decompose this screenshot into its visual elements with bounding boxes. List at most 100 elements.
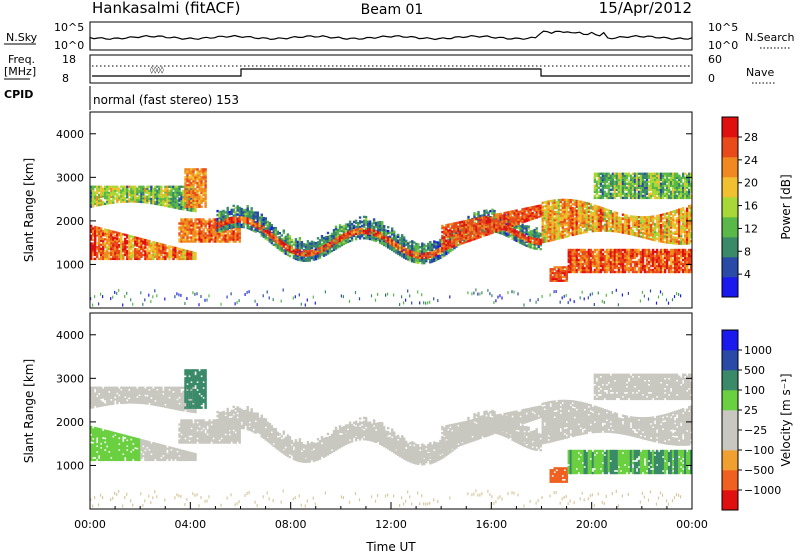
power-cell [108,195,111,199]
power-cell [543,224,546,228]
power-cell [477,230,480,234]
power-cell [571,222,574,225]
freq-frame [89,54,693,84]
power-cell [306,255,310,258]
power-cell [232,216,235,219]
power-cell [208,222,211,225]
power-cell [334,238,338,241]
power-cell [116,241,119,245]
power-cell [98,248,101,251]
power-cell [152,193,155,197]
power-cell [172,246,175,249]
power-cell [294,253,298,257]
power-cell [190,257,193,261]
power-cell [116,189,119,192]
power-cell [521,231,524,234]
power-cell [220,227,223,231]
power-cell [595,217,599,220]
power-cell [90,242,93,245]
power-cell [607,256,611,260]
power-cell [102,249,105,253]
power-cell [469,233,472,236]
power-cell [148,193,151,196]
power-cell [250,207,253,210]
power-cell [214,232,217,235]
power-cell [493,219,496,222]
power-cell [242,222,245,225]
power-cell [264,229,267,233]
power-cell [196,168,199,171]
power-cell [166,187,169,190]
power-cell [391,244,394,248]
power-cell [278,248,281,251]
power-cell [262,218,265,222]
power-cell [270,241,273,245]
power-cell [563,229,566,233]
power-cell [328,245,332,249]
power-cell [288,247,292,250]
power-cell [603,225,607,228]
power-cell [304,257,308,260]
power-cell [176,255,179,259]
power-cell [431,256,434,259]
power-cell [583,205,586,208]
power-cell [284,247,287,250]
power-cell [605,172,609,175]
power-cell [190,176,193,179]
power-cell [278,238,281,242]
power-cell [487,221,490,224]
power-cell [248,214,251,217]
power-cell [112,236,115,239]
power-cell [188,197,191,200]
power-cell [112,246,115,249]
power-cell [152,244,155,248]
power-cell [230,216,233,220]
power-cell [130,239,133,242]
power-cell [601,266,605,270]
power-cell [298,237,302,240]
power-cell [184,195,187,199]
power-cell [204,205,207,208]
power-cell [92,229,95,232]
power-cell [234,206,237,210]
power-cell [597,209,601,213]
power-cell [455,240,458,243]
power-cell [605,266,609,270]
power-cell [597,215,601,219]
power-cell [346,229,350,232]
power-cell [328,249,332,252]
power-cell [549,219,552,222]
power-cell [344,237,348,240]
power-cell [180,222,183,225]
power-cell [366,230,370,233]
power-cell [96,247,99,251]
power-cell [555,210,558,213]
power-cell [529,218,532,221]
power-cell [106,232,109,236]
power-cell [595,266,599,270]
power-cell [527,243,530,246]
power-cell [409,294,411,298]
power-cell [146,195,149,198]
power-cell [158,250,161,253]
power-cell [256,303,258,307]
power-cell [174,199,177,202]
power-cell [200,240,203,243]
power-cell [230,219,233,222]
power-cell [607,225,611,228]
power-cell [595,227,599,230]
power-cell [180,224,183,227]
power-cell [106,196,109,200]
power-cell [188,254,191,257]
power-cell [463,235,466,238]
power-cell [533,233,536,236]
power-cell [491,208,494,211]
power-cell [112,244,115,247]
power-cell [190,207,193,210]
power-cell [379,236,382,239]
power-cell [200,187,203,191]
power-cell [595,262,599,266]
power-cell [308,252,312,255]
power-cell [421,254,424,258]
power-cell [286,241,290,244]
